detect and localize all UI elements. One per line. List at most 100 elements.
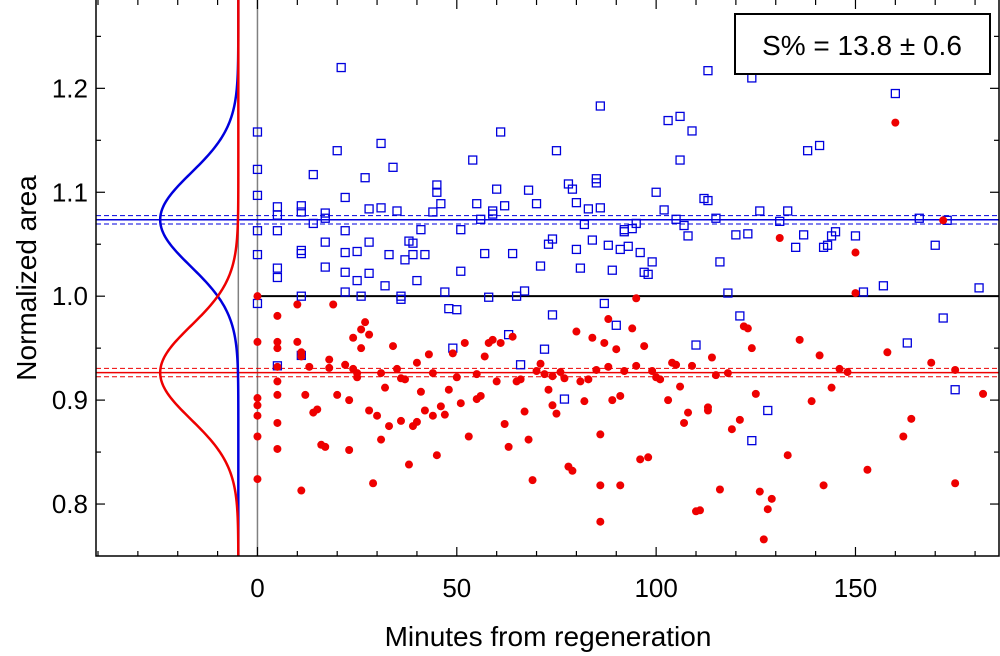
upper-point-28 <box>340 247 350 258</box>
lower-point-28 <box>329 300 338 309</box>
upper-point-83 <box>547 234 558 244</box>
lower-point-101 <box>584 375 593 384</box>
upper-point-31 <box>352 246 362 257</box>
upper-point-7 <box>272 210 283 220</box>
lower-point-33 <box>349 333 358 342</box>
upper-point-135 <box>763 405 773 416</box>
upper-point-35 <box>364 204 374 214</box>
lower-point-43 <box>373 411 382 420</box>
lower-point-100 <box>580 397 589 406</box>
upper-point-145 <box>830 227 841 237</box>
upper-point-91 <box>575 263 586 273</box>
lower-point-29 <box>333 390 342 399</box>
upper-point-79 <box>531 199 542 209</box>
upper-point-61 <box>456 225 466 235</box>
lower-point-25 <box>321 442 330 451</box>
lower-point-63 <box>436 402 445 411</box>
lower-point-110 <box>608 396 617 405</box>
lower-point-64 <box>440 410 449 419</box>
upper-point-32 <box>352 275 362 286</box>
upper-point-2 <box>252 190 263 201</box>
lower-point-40 <box>365 330 374 339</box>
lower-point-27 <box>325 363 334 372</box>
lower-point-143 <box>747 344 756 353</box>
lower-point-80 <box>504 442 513 451</box>
lower-point-32 <box>345 396 354 405</box>
lower-point-57 <box>416 387 425 396</box>
upper-point-146 <box>850 231 861 241</box>
upper-point-24 <box>332 146 342 156</box>
upper-point-99 <box>599 298 609 309</box>
lower-point-8 <box>273 337 282 346</box>
lower-point-31 <box>345 445 354 454</box>
upper-point-128 <box>723 288 733 298</box>
upper-point-72 <box>499 201 510 211</box>
lower-point-160 <box>863 465 872 474</box>
lower-point-70 <box>464 432 473 441</box>
upper-point-49 <box>408 249 418 260</box>
upper-point-42 <box>388 162 398 172</box>
upper-point-98 <box>595 101 605 111</box>
lower-point-109 <box>604 315 613 324</box>
upper-point-46 <box>400 255 410 265</box>
lower-point-55 <box>412 417 421 426</box>
lower-point-3 <box>253 401 262 410</box>
upper-point-88 <box>567 184 578 194</box>
lower-point-152 <box>807 397 816 406</box>
lower-point-92 <box>548 401 557 410</box>
lower-point-116 <box>632 294 641 303</box>
plot-frame <box>95 0 1000 557</box>
lower-point-53 <box>404 460 413 469</box>
upper-point-29 <box>340 267 350 277</box>
lower-point-15 <box>293 300 302 309</box>
lower-point-88 <box>536 359 545 368</box>
lower-point-157 <box>843 368 852 377</box>
upper-point-25 <box>336 62 346 73</box>
upper-point-141 <box>814 140 825 151</box>
lower-point-117 <box>632 361 641 370</box>
lower-point-97 <box>568 466 577 475</box>
upper-point-19 <box>308 218 318 229</box>
upper-point-136 <box>775 216 785 227</box>
upper-point-71 <box>496 127 506 137</box>
lower-point-145 <box>755 487 764 496</box>
upper-point-134 <box>755 206 765 216</box>
lower-point-36 <box>353 373 362 382</box>
upper-point-92 <box>579 219 590 230</box>
upper-point-21 <box>320 213 330 223</box>
upper-point-16 <box>296 291 306 301</box>
upper-point-15 <box>296 248 306 259</box>
lower-point-5 <box>253 432 262 441</box>
upper-point-60 <box>452 305 462 315</box>
lower-point-98 <box>572 327 581 336</box>
lower-point-142 <box>743 324 752 333</box>
lower-point-18 <box>297 352 306 361</box>
upper-point-26 <box>340 192 350 203</box>
lower-point-81 <box>508 332 517 341</box>
lower-point-38 <box>357 344 366 353</box>
lower-point-78 <box>496 338 505 347</box>
upper-point-30 <box>340 287 350 297</box>
lower-point-129 <box>684 408 693 417</box>
upper-point-67 <box>484 292 494 302</box>
lower-point-49 <box>393 364 401 373</box>
upper-point-93 <box>583 204 594 214</box>
upper-point-86 <box>559 394 570 404</box>
upper-point-143 <box>822 240 833 250</box>
upper-point-153 <box>938 313 948 323</box>
lower-point-150 <box>783 451 792 460</box>
upper-point-53 <box>428 207 438 217</box>
upper-point-8 <box>272 226 283 236</box>
upper-point-111 <box>643 269 653 280</box>
upper-point-39 <box>376 203 386 213</box>
lower-point-2 <box>253 394 262 403</box>
upper-point-20 <box>320 208 330 218</box>
lower-point-124 <box>664 396 673 405</box>
upper-point-48 <box>408 238 418 248</box>
lower-point-103 <box>592 365 601 374</box>
upper-point-108 <box>631 218 641 229</box>
upper-point-1 <box>252 164 263 175</box>
lower-point-76 <box>488 335 497 344</box>
upper-point-109 <box>635 247 645 258</box>
x-tick-label-100: 100 <box>634 573 677 603</box>
